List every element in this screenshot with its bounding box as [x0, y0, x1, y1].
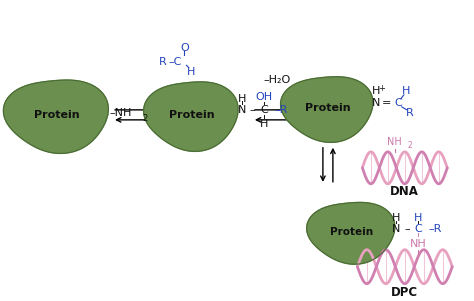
Text: 2: 2 [142, 114, 147, 123]
Text: NH: NH [410, 239, 426, 249]
Text: OH: OH [255, 92, 273, 102]
Text: NH: NH [387, 137, 402, 147]
Text: DNA: DNA [391, 185, 419, 198]
Text: H: H [392, 213, 400, 223]
Text: =: = [382, 98, 392, 108]
Text: –R: –R [274, 105, 287, 115]
Text: H: H [372, 86, 380, 96]
Text: Protein: Protein [169, 110, 215, 120]
Text: –NH: –NH [109, 108, 131, 118]
Text: N: N [372, 98, 380, 108]
Text: N: N [392, 224, 400, 234]
Polygon shape [144, 82, 238, 151]
Text: C: C [394, 98, 401, 108]
Text: –R: –R [429, 224, 442, 234]
Text: 2: 2 [408, 141, 412, 150]
Text: –H₂O: –H₂O [264, 75, 291, 85]
Text: R: R [159, 57, 167, 67]
Text: R: R [406, 108, 414, 118]
Text: H: H [401, 86, 410, 96]
Text: H: H [260, 119, 268, 129]
Text: DPC: DPC [391, 286, 419, 299]
Text: –: – [404, 224, 410, 234]
Text: O: O [181, 43, 190, 53]
Text: H: H [238, 94, 246, 104]
Polygon shape [307, 202, 395, 264]
Text: Protein: Protein [305, 103, 351, 113]
Text: C: C [414, 224, 422, 234]
Text: H: H [187, 67, 195, 77]
Text: –: – [249, 105, 255, 115]
Text: +: + [378, 84, 385, 93]
Polygon shape [3, 80, 109, 154]
Text: Protein: Protein [35, 110, 80, 120]
Polygon shape [281, 77, 373, 142]
Text: Protein: Protein [330, 227, 374, 237]
Text: C: C [260, 105, 268, 115]
Text: H: H [414, 213, 422, 223]
Text: N: N [238, 105, 246, 115]
Text: –C: –C [168, 57, 182, 67]
